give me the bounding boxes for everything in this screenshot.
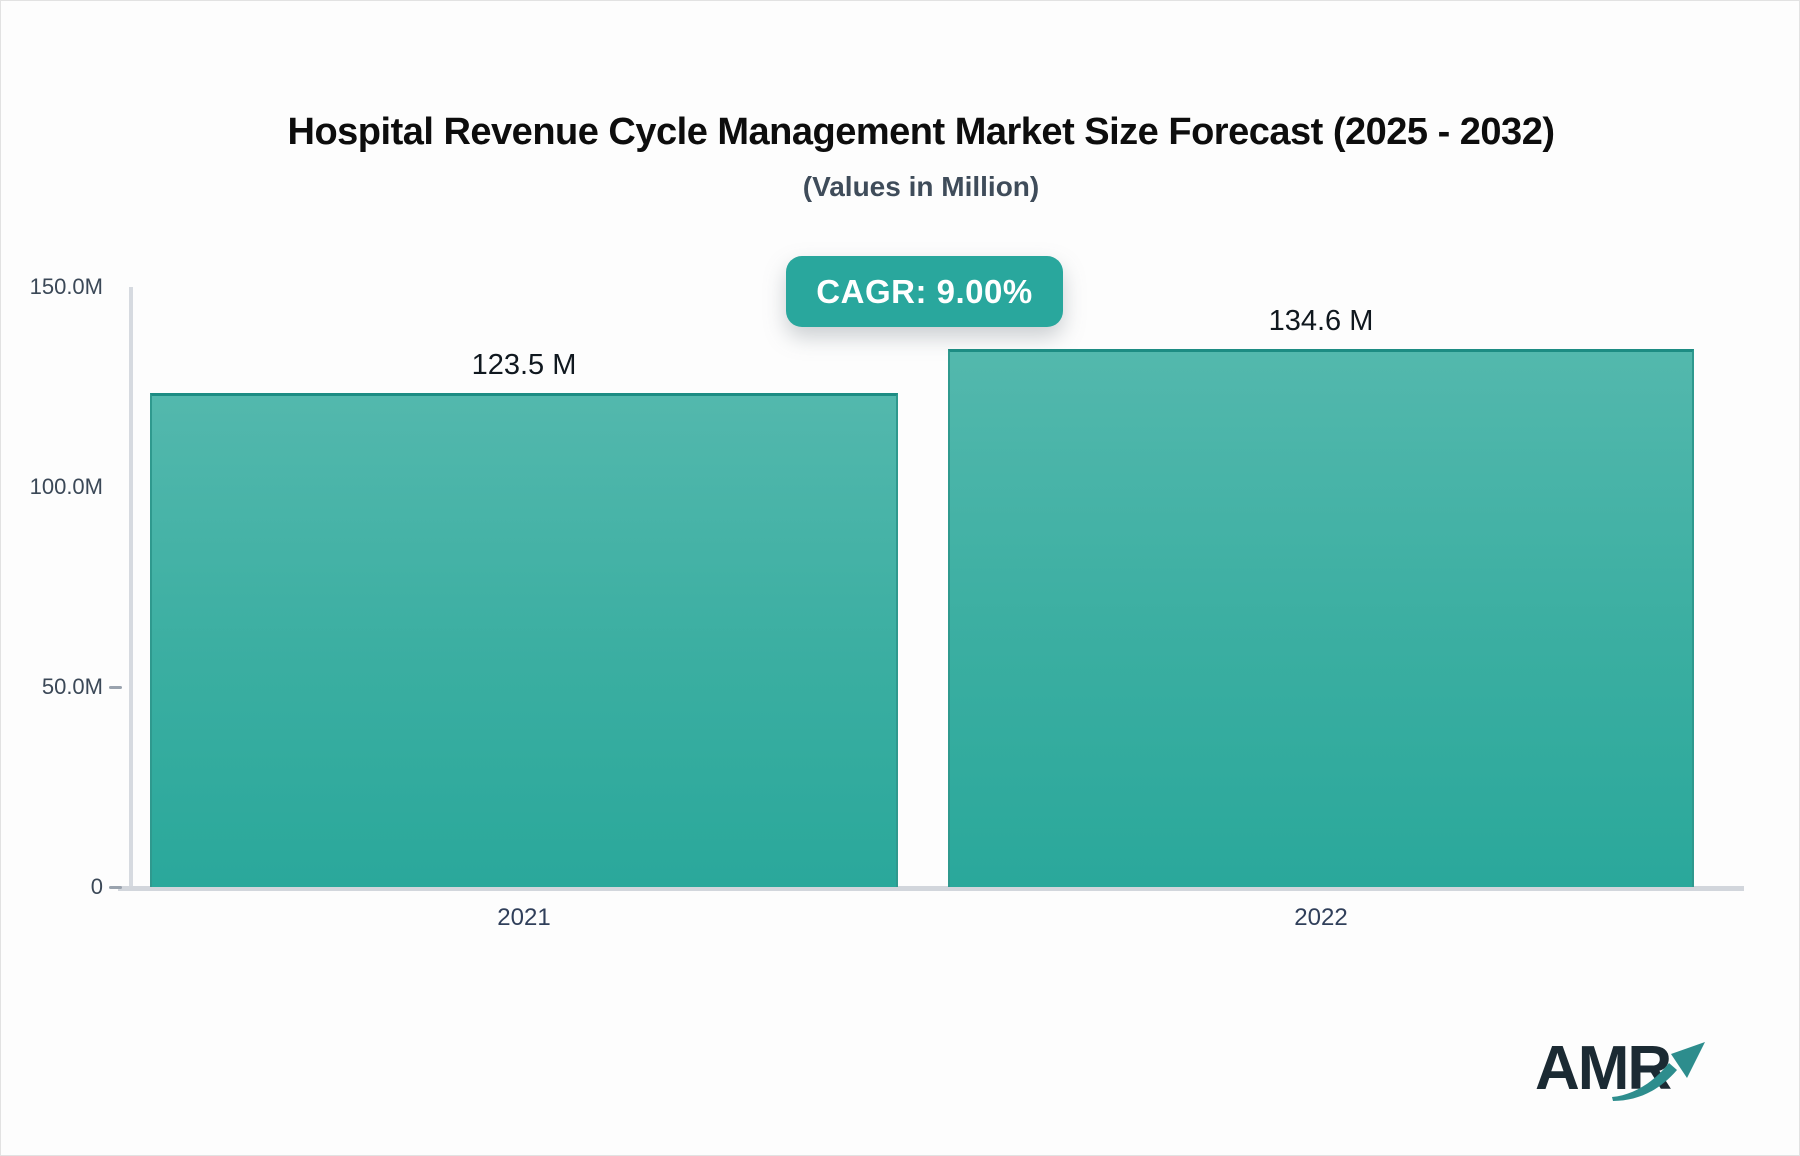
y-tick-label-0: 0 [90, 874, 103, 899]
cagr-badge: CAGR: 9.00% [786, 256, 1063, 327]
bar-value-label-2022: 134.6 M [1268, 304, 1374, 337]
bar-value-label-2021: 123.5 M [471, 349, 577, 381]
y-tick-label-150: 150.0M [29, 274, 103, 299]
page-title: Hospital Revenue Cycle Management Market… [287, 111, 1555, 153]
amr-logo: AMR [1529, 1031, 1719, 1111]
page-subtitle: (Values in Million) [802, 171, 1040, 202]
y-tick-mark-50 [109, 686, 122, 689]
x-tick-label-2021: 2021 [497, 904, 551, 931]
growth-arrow-icon [1612, 1042, 1705, 1101]
y-axis-line [129, 287, 133, 888]
x-axis-line [118, 886, 1744, 891]
bar-2022 [948, 348, 1694, 887]
y-tick-mark-0 [109, 886, 122, 889]
y-tick-label-50: 50.0M [41, 674, 103, 699]
bar-2021 [150, 393, 898, 887]
x-tick-label-2022: 2022 [1294, 904, 1348, 931]
y-tick-label-100: 100.0M [29, 474, 103, 499]
